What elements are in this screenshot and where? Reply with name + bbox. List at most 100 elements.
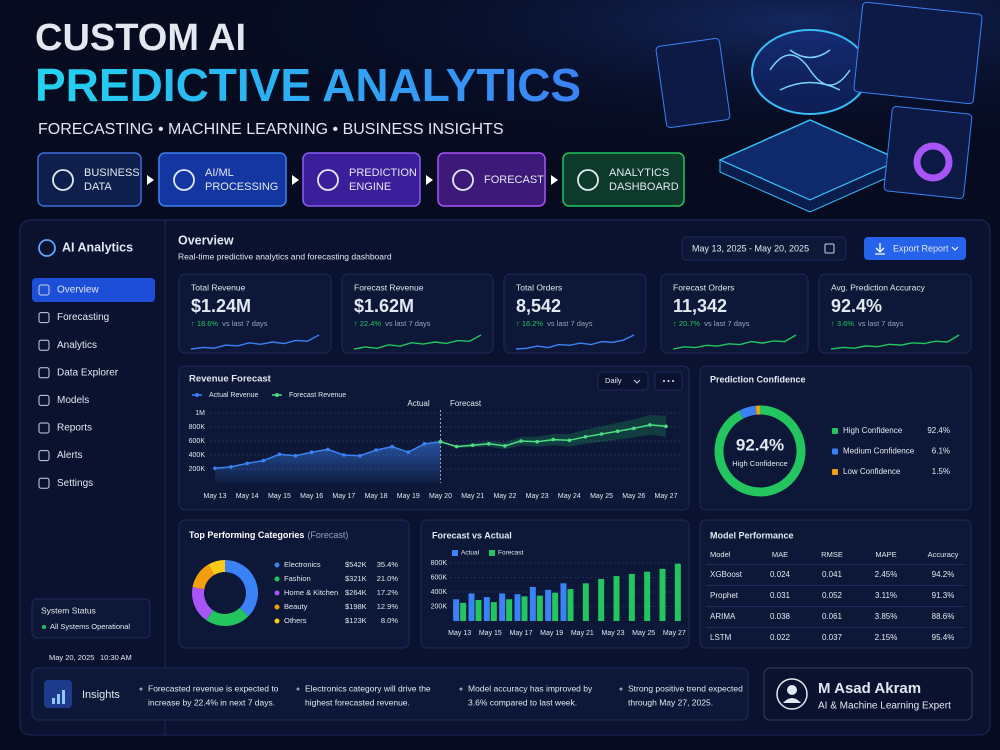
nav-active[interactable] [32,278,155,302]
legend-label: Electronics [284,560,321,569]
pipeline-step [562,152,685,207]
bar [560,583,567,621]
insight-text: Strong positive trend expected [628,683,743,693]
pipeline-label: DATA [84,181,112,193]
x-tick-label: May 25 [590,493,613,500]
overview-title: Overview [178,233,234,247]
x-tick-label: May 17 [510,630,533,637]
table-header: MAE [772,550,788,559]
table-cell: LSTM [710,633,732,642]
series-point [293,453,298,458]
donut-segment [739,405,757,419]
legend-label: Home & Kitchen [284,588,338,597]
table-cell: 91.3% [932,591,955,600]
table-cell: 0.052 [822,591,843,600]
table-header: RMSE [821,550,843,559]
legend-label: Others [284,616,307,625]
bar [613,576,620,621]
series-point [406,450,411,455]
series-point [470,443,475,448]
nav-item: Forecasting [57,312,109,323]
bar [644,571,651,621]
series-point [599,432,604,436]
series-point [648,423,652,427]
nav-item: Settings [57,478,93,489]
series-point [309,450,314,455]
author-role: AI & Machine Learning Expert [818,701,951,712]
legend-label: Fashion [284,574,311,583]
bar [460,602,467,621]
table-cell: 3.85% [875,612,898,621]
nav-icon [38,394,50,406]
bar [468,593,475,621]
panel-title: Top Performing Categories (Forecast) [189,530,348,540]
annotation: Forecast [450,399,482,408]
bar [674,563,681,621]
donut-segment [208,560,226,576]
pipeline-arrow [292,175,299,185]
x-tick-label: May 14 [236,493,259,500]
more-dot [663,380,665,382]
date-range[interactable] [681,236,847,261]
pipeline-label: PREDICTION [349,167,417,179]
pipeline-icon [173,169,195,191]
pipeline-arrow [147,175,154,185]
legend-dot [274,618,280,624]
kpi-label: Avg. Prediction Accuracy [831,282,926,292]
legend-label: Forecast [498,550,523,557]
author-name: M Asad Akram [818,680,921,697]
series-point [438,439,443,444]
y-tick-label: 400K [189,452,206,459]
series-point [454,444,459,449]
nav-item: Overview [57,285,99,296]
x-tick-label: May 21 [571,630,594,637]
series-point [358,453,362,458]
insights-icon-bar [52,698,55,704]
pipeline-label: BUSINESS [84,167,140,179]
y-tick-label: 800K [431,560,448,567]
legend-dot [274,604,280,610]
pipeline-arrow [551,175,558,185]
kpi-label: Forecast Orders [673,282,734,292]
legend-label: High Confidence [843,426,903,435]
donut-segment [206,607,249,626]
insight-bullet [139,687,143,691]
insight-text: Electronics category will drive the [305,683,431,693]
status-dot [42,625,46,629]
sparkline [515,334,635,350]
x-tick-label: May 18 [365,493,388,500]
insights-bar [31,667,749,721]
donut-center-label: High Confidence [732,459,787,468]
kpi-card [178,273,332,354]
y-tick-label: 800K [189,424,206,431]
pipeline-label: AI/ML [205,167,234,179]
actual-area [215,441,441,483]
table-cell: 0.041 [822,570,843,579]
kpi-change: ↑ 20.7% vs last 7 days [673,319,750,328]
donut-center-value: 92.4% [736,435,784,454]
donut-segment [714,405,806,497]
share-label: 35.4% [377,560,399,569]
table-cell: 0.037 [822,633,843,642]
pipeline-icon [52,169,74,191]
pipeline-icon [577,169,599,191]
table-cell: 0.061 [822,612,843,621]
brand-icon [38,239,56,257]
insights-icon-bar [62,690,65,704]
period-dropdown[interactable] [597,371,649,391]
sparkline [672,334,797,350]
kpi-card [660,273,809,354]
legend-label: Actual [461,550,480,557]
table-cell: 94.2% [932,570,955,579]
status-date: May 20, 2025 [49,653,94,662]
export-button[interactable] [864,237,966,260]
nav-icon [38,312,50,324]
sparkline [353,334,482,350]
share-label: 12.9% [377,602,399,611]
bar [490,602,497,621]
bar [552,592,559,621]
donut-segment [192,587,214,621]
bar [475,599,482,621]
